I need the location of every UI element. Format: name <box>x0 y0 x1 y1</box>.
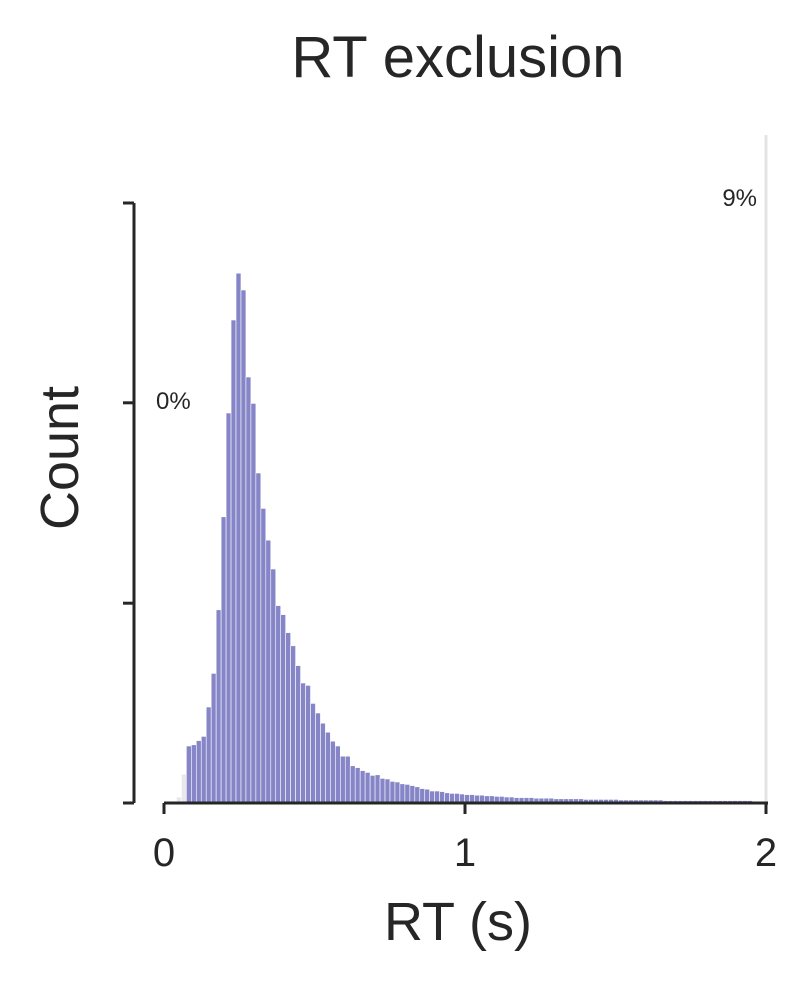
histogram-bar-38 <box>374 774 381 804</box>
histogram-bar-42 <box>394 781 401 804</box>
histogram-bar-23 <box>300 682 306 804</box>
histogram-bar-15 <box>260 508 267 804</box>
histogram-bar-20 <box>285 632 291 804</box>
histogram-bar-2 <box>195 740 202 804</box>
excluded-bars <box>176 773 187 804</box>
y-axis-label: Count <box>30 386 90 530</box>
histogram-bar-6 <box>215 609 222 804</box>
histogram-bar-34 <box>354 767 361 804</box>
histogram-bar-37 <box>369 775 376 804</box>
histogram-bar-31 <box>340 755 346 804</box>
histogram-bar-13 <box>250 403 257 804</box>
histogram-bar-46 <box>414 786 421 804</box>
histogram-bar-8 <box>225 412 232 804</box>
histogram-bar-11 <box>240 289 247 804</box>
histogram-bar-50 <box>434 790 440 804</box>
chart-title: RT exclusion <box>291 25 624 90</box>
histogram-bar-33 <box>349 765 356 804</box>
x-axis-ticks: 0 1 2 <box>153 803 777 875</box>
excluded-bar-1 <box>181 773 187 804</box>
histogram-bar-36 <box>364 772 371 804</box>
x-tick-label-2: 2 <box>755 831 777 875</box>
histogram-bar-52 <box>444 792 450 804</box>
histogram-bar-43 <box>399 783 406 804</box>
histogram-bar-19 <box>280 614 286 804</box>
histogram-bar-26 <box>315 712 321 804</box>
histogram-bar-4 <box>205 706 212 804</box>
histogram-bar-9 <box>230 319 237 804</box>
histogram-bar-22 <box>295 665 301 804</box>
histogram-bar-45 <box>409 785 416 804</box>
histogram-bars <box>186 272 763 804</box>
histogram-bar-48 <box>424 788 431 804</box>
histogram-bar-41 <box>389 781 396 804</box>
plot-area <box>176 135 768 804</box>
y-axis-ticks <box>123 201 134 805</box>
histogram-bar-39 <box>379 778 386 804</box>
histogram-bar-18 <box>275 605 282 804</box>
histogram-bar-27 <box>320 722 326 804</box>
x-tick-label-1: 1 <box>454 831 476 875</box>
histogram-bar-24 <box>305 685 311 804</box>
exclusion-annotations: 0% 9% <box>156 185 757 415</box>
histogram-bar-7 <box>220 516 227 804</box>
histogram-bar-5 <box>210 673 217 804</box>
x-tick-label-0: 0 <box>153 831 175 875</box>
histogram-bar-10 <box>235 272 242 804</box>
histogram-bar-12 <box>245 376 252 804</box>
histogram-bar-51 <box>439 791 445 804</box>
histogram-bar-47 <box>419 788 426 804</box>
histogram-bar-0 <box>186 745 192 804</box>
histogram-bar-35 <box>359 770 366 804</box>
histogram-bar-14 <box>255 472 262 804</box>
histogram-bar-49 <box>429 790 435 804</box>
histogram-bar-17 <box>270 568 277 804</box>
histogram-bar-40 <box>384 778 391 804</box>
histogram-bar-44 <box>404 784 411 804</box>
histogram-bar-25 <box>310 703 316 804</box>
histogram-bar-16 <box>265 539 272 804</box>
histogram-bar-30 <box>335 745 341 804</box>
histogram-bar-32 <box>344 755 351 804</box>
right-exclusion-label: 9% <box>722 185 757 212</box>
histogram-bar-3 <box>200 736 207 804</box>
histogram-bar-21 <box>290 645 296 804</box>
histogram-bar-1 <box>191 744 197 804</box>
left-exclusion-label: 0% <box>156 388 191 415</box>
histogram-bar-28 <box>325 731 331 804</box>
x-axis-label: RT (s) <box>384 892 532 952</box>
histogram-bar-29 <box>330 740 336 804</box>
